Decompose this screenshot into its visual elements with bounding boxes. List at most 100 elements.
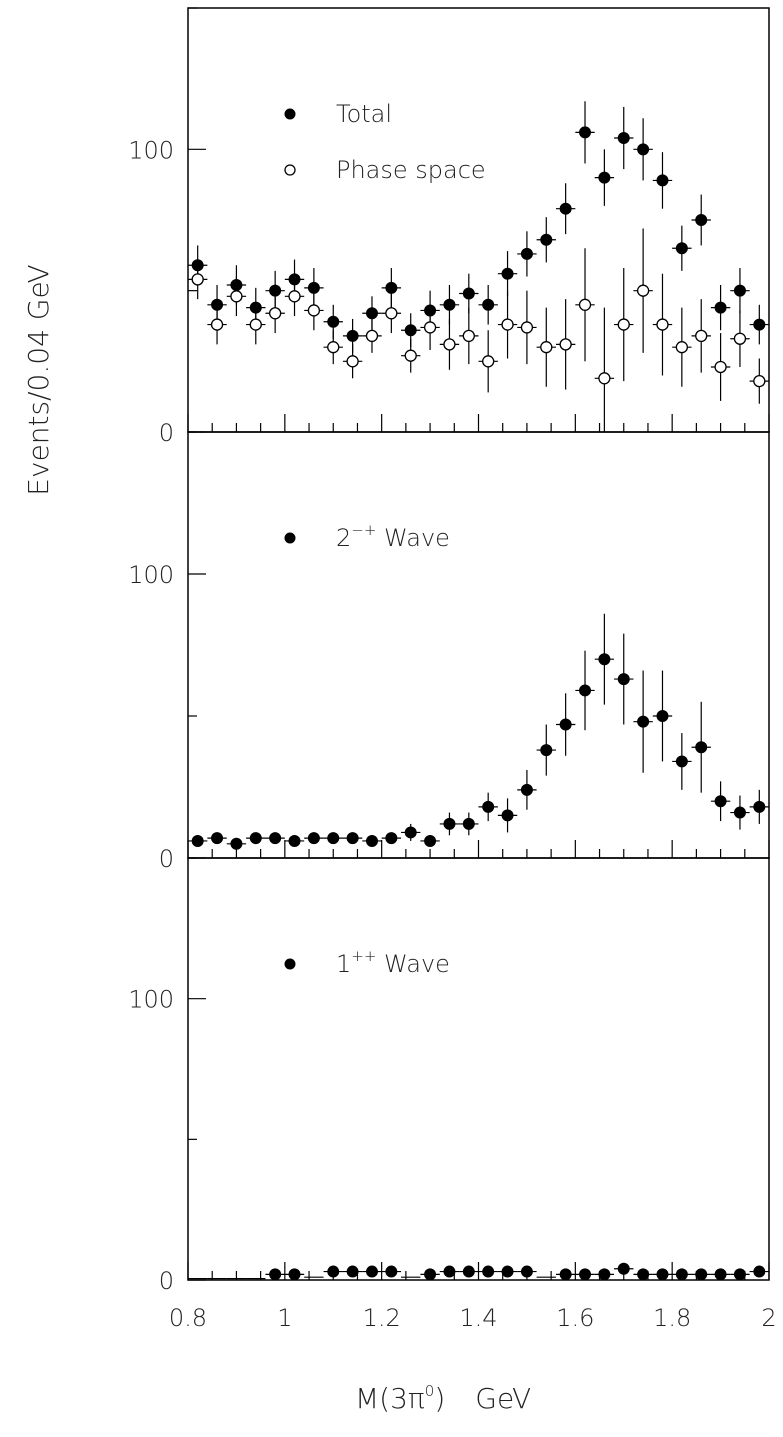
filled-marker bbox=[365, 1265, 378, 1278]
data-point bbox=[226, 837, 247, 850]
data-point bbox=[284, 834, 305, 847]
data-point bbox=[381, 832, 402, 845]
filled-marker bbox=[462, 817, 475, 830]
data-point bbox=[672, 733, 692, 790]
legend-entry: Total bbox=[284, 100, 392, 128]
y-tick-label: 100 bbox=[128, 561, 174, 589]
data-point bbox=[478, 792, 498, 822]
legend-label: Total bbox=[336, 100, 392, 128]
open-marker bbox=[695, 329, 708, 343]
legend-marker-open bbox=[284, 164, 296, 176]
data-point bbox=[730, 1268, 750, 1281]
data-point bbox=[536, 307, 556, 387]
filled-marker bbox=[211, 832, 224, 845]
data-point bbox=[575, 650, 595, 731]
filled-marker bbox=[714, 301, 727, 314]
data-point bbox=[246, 304, 266, 345]
data-point bbox=[633, 670, 653, 773]
data-point bbox=[614, 1262, 634, 1275]
open-marker bbox=[598, 372, 611, 385]
data-point bbox=[555, 1268, 576, 1281]
data-point bbox=[497, 1265, 518, 1278]
open-marker bbox=[675, 341, 688, 354]
data-point bbox=[652, 152, 673, 209]
open-marker bbox=[520, 321, 534, 334]
data-point bbox=[691, 194, 711, 246]
data-point bbox=[439, 1265, 460, 1278]
filled-marker bbox=[733, 1268, 746, 1281]
filled-marker bbox=[385, 832, 398, 845]
data-point bbox=[652, 273, 673, 376]
filled-marker bbox=[443, 817, 456, 830]
data-point bbox=[188, 834, 208, 847]
open-marker bbox=[230, 290, 243, 303]
filled-marker bbox=[753, 318, 766, 331]
filled-marker bbox=[462, 1265, 475, 1278]
filled-marker bbox=[656, 174, 669, 187]
data-point bbox=[284, 276, 305, 317]
filled-marker bbox=[753, 1265, 766, 1278]
filled-marker bbox=[559, 1268, 572, 1281]
data-point bbox=[207, 832, 227, 845]
filled-marker bbox=[385, 1265, 398, 1278]
x-tick-label: 1.8 bbox=[653, 1304, 691, 1332]
filled-marker bbox=[327, 832, 340, 845]
data-point bbox=[226, 276, 247, 317]
x-tick-label: 1.6 bbox=[556, 1304, 594, 1332]
data-point bbox=[459, 307, 479, 365]
filled-marker bbox=[327, 315, 340, 328]
data-point bbox=[575, 248, 595, 362]
open-marker bbox=[404, 349, 417, 362]
x-tick-label: 0.8 bbox=[169, 1304, 207, 1332]
filled-marker bbox=[288, 834, 301, 847]
x-tick-label: 1.2 bbox=[363, 1304, 401, 1332]
filled-marker bbox=[559, 202, 572, 215]
filled-marker bbox=[365, 834, 378, 847]
open-marker bbox=[385, 307, 398, 320]
x-axis-label-main: M(3π bbox=[355, 1382, 425, 1415]
y-tick-label: 0 bbox=[159, 845, 174, 873]
filled-marker bbox=[230, 837, 243, 850]
filled-marker bbox=[288, 1268, 301, 1281]
filled-marker bbox=[501, 1265, 514, 1278]
data-point bbox=[517, 290, 537, 365]
data-point bbox=[633, 118, 653, 181]
data-point bbox=[497, 251, 518, 297]
open-marker bbox=[268, 307, 282, 320]
filled-marker bbox=[346, 329, 359, 342]
data-point bbox=[381, 1265, 402, 1278]
legend-label: 1++ Wave bbox=[336, 947, 450, 978]
filled-marker bbox=[346, 832, 359, 845]
data-point bbox=[439, 318, 460, 370]
filled-marker bbox=[733, 806, 746, 819]
data-point bbox=[730, 310, 750, 367]
filled-marker bbox=[327, 1265, 340, 1278]
data-point bbox=[575, 1268, 595, 1281]
data-point bbox=[265, 832, 285, 845]
open-marker bbox=[733, 332, 747, 345]
legend-marker-filled bbox=[284, 108, 296, 120]
filled-marker bbox=[695, 741, 708, 754]
data-point bbox=[594, 149, 615, 206]
x-axis-label-sup: 0 bbox=[425, 1382, 435, 1400]
data-point bbox=[304, 290, 324, 331]
panel-frame-3 bbox=[187, 857, 770, 1281]
data-point bbox=[594, 613, 615, 705]
filled-marker bbox=[675, 1268, 688, 1281]
data-point bbox=[478, 285, 498, 325]
x-tick-label: 1 bbox=[277, 1304, 292, 1332]
tick-labels: 0 100 0 100 0 100 0.8 1 1.2 1.4 1.6 1.8 2 bbox=[128, 136, 776, 1332]
filled-marker bbox=[540, 233, 553, 246]
filled-marker bbox=[559, 718, 572, 731]
open-marker bbox=[617, 318, 630, 331]
x-axis-label-close: ) bbox=[434, 1382, 445, 1415]
data-point bbox=[420, 304, 440, 351]
filled-marker bbox=[637, 715, 650, 728]
data-point bbox=[633, 228, 653, 353]
data-point bbox=[323, 330, 343, 365]
open-marker bbox=[462, 329, 475, 343]
filled-marker bbox=[443, 1265, 456, 1278]
filled-marker bbox=[675, 755, 688, 768]
filled-marker bbox=[501, 267, 514, 280]
